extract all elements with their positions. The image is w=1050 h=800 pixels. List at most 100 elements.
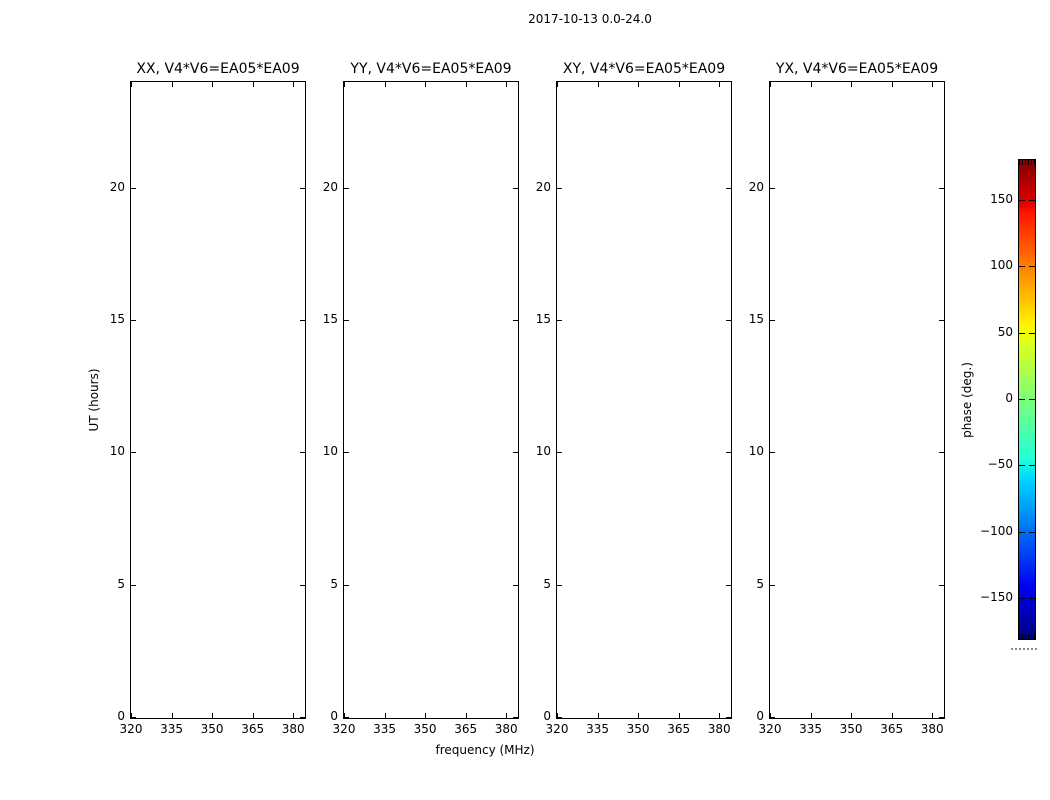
x-tick-label: 380 xyxy=(707,722,731,736)
x-tick-mark xyxy=(293,713,294,718)
colorbar-gradient xyxy=(1018,159,1036,640)
y-tick-mark xyxy=(939,585,944,586)
y-tick-mark xyxy=(726,188,731,189)
y-tick-mark xyxy=(770,320,775,321)
x-tick-label: 365 xyxy=(241,722,265,736)
x-tick-mark xyxy=(344,82,345,87)
x-tick-mark xyxy=(466,713,467,718)
plot-area-xy xyxy=(556,81,732,719)
y-tick-mark xyxy=(557,452,562,453)
colorbar-hatch-mark xyxy=(1025,160,1026,165)
colorbar-tick-mark xyxy=(1019,598,1025,599)
x-tick-mark xyxy=(131,82,132,87)
x-tick-mark xyxy=(131,713,132,718)
y-tick-mark xyxy=(770,188,775,189)
x-tick-mark xyxy=(385,713,386,718)
y-tick-mark xyxy=(557,585,562,586)
y-tick-mark xyxy=(300,585,305,586)
x-tick-mark xyxy=(892,82,893,87)
x-tick-label: 350 xyxy=(413,722,437,736)
colorbar-tick-label: 50 xyxy=(997,325,1013,340)
y-tick-label: 20 xyxy=(109,179,125,194)
colorbar-tick-mark xyxy=(1029,333,1035,334)
y-tick-label: 20 xyxy=(535,179,551,194)
x-tick-mark xyxy=(425,713,426,718)
y-tick-label: 10 xyxy=(109,444,125,459)
x-tick-mark xyxy=(172,82,173,87)
y-tick-mark xyxy=(770,585,775,586)
y-tick-label: 0 xyxy=(756,709,764,724)
x-tick-mark xyxy=(385,82,386,87)
colorbar-dotted-line xyxy=(1011,648,1039,650)
x-tick-label: 380 xyxy=(281,722,305,736)
y-tick-label: 15 xyxy=(748,312,764,327)
panel-title-yy: YY, V4*V6=EA05*EA09 xyxy=(350,61,512,77)
y-tick-mark xyxy=(557,188,562,189)
x-tick-label: 320 xyxy=(332,722,356,736)
x-tick-mark xyxy=(638,82,639,87)
y-tick-mark xyxy=(300,452,305,453)
y-tick-mark xyxy=(131,585,136,586)
y-tick-mark xyxy=(513,717,518,718)
y-tick-mark xyxy=(344,320,349,321)
x-tick-mark xyxy=(719,713,720,718)
x-tick-mark xyxy=(851,82,852,87)
panel-title-xx: XX, V4*V6=EA05*EA09 xyxy=(136,61,300,77)
colorbar-tick-label: 0 xyxy=(1005,391,1013,406)
x-tick-mark xyxy=(293,82,294,87)
colorbar-tick-mark xyxy=(1019,399,1025,400)
y-tick-mark xyxy=(513,320,518,321)
colorbar-hatch-mark xyxy=(1022,160,1023,165)
y-tick-label: 5 xyxy=(543,576,551,591)
colorbar-hatch-mark xyxy=(1028,160,1029,165)
x-tick-mark xyxy=(506,82,507,87)
y-tick-label: 20 xyxy=(322,179,338,194)
y-tick-label: 15 xyxy=(535,312,551,327)
colorbar-hatch-mark xyxy=(1025,634,1026,639)
colorbar-tick-mark xyxy=(1029,399,1035,400)
y-tick-mark xyxy=(513,452,518,453)
colorbar-tick-mark xyxy=(1019,465,1025,466)
x-tick-mark xyxy=(598,82,599,87)
x-tick-label: 350 xyxy=(839,722,863,736)
colorbar-label: phase (deg.) xyxy=(960,362,975,438)
colorbar-hatch-mark xyxy=(1022,634,1023,639)
x-tick-mark xyxy=(212,713,213,718)
panel-title-xy: XY, V4*V6=EA05*EA09 xyxy=(562,61,726,77)
colorbar-tick-mark xyxy=(1029,200,1035,201)
colorbar-tick-mark xyxy=(1029,266,1035,267)
y-tick-mark xyxy=(131,320,136,321)
y-tick-label: 15 xyxy=(322,312,338,327)
x-tick-mark xyxy=(212,82,213,87)
plot-area-yy xyxy=(343,81,519,719)
colorbar-tick-mark xyxy=(1019,266,1025,267)
x-tick-mark xyxy=(811,82,812,87)
x-tick-label: 365 xyxy=(880,722,904,736)
x-tick-mark xyxy=(598,713,599,718)
y-tick-mark xyxy=(300,717,305,718)
y-tick-mark xyxy=(770,452,775,453)
y-tick-mark xyxy=(344,717,349,718)
colorbar-tick-label: −50 xyxy=(987,457,1013,472)
x-tick-mark xyxy=(425,82,426,87)
x-tick-label: 320 xyxy=(758,722,782,736)
colorbar-hatch-mark xyxy=(1034,634,1035,639)
colorbar-tick-mark xyxy=(1019,333,1025,334)
y-tick-mark xyxy=(557,717,562,718)
y-tick-label: 5 xyxy=(330,576,338,591)
y-tick-mark xyxy=(131,717,136,718)
colorbar-tick-mark xyxy=(1029,532,1035,533)
y-tick-mark xyxy=(131,452,136,453)
colorbar-tick-label: −100 xyxy=(980,524,1013,539)
colorbar-hatch-mark xyxy=(1019,160,1020,165)
x-tick-mark xyxy=(253,713,254,718)
y-tick-label: 20 xyxy=(748,179,764,194)
y-tick-mark xyxy=(344,452,349,453)
y-tick-label: 10 xyxy=(748,444,764,459)
x-tick-label: 320 xyxy=(119,722,143,736)
y-tick-label: 10 xyxy=(322,444,338,459)
y-tick-mark xyxy=(344,188,349,189)
colorbar-tick-mark xyxy=(1019,532,1025,533)
y-tick-mark xyxy=(131,188,136,189)
y-tick-mark xyxy=(300,188,305,189)
